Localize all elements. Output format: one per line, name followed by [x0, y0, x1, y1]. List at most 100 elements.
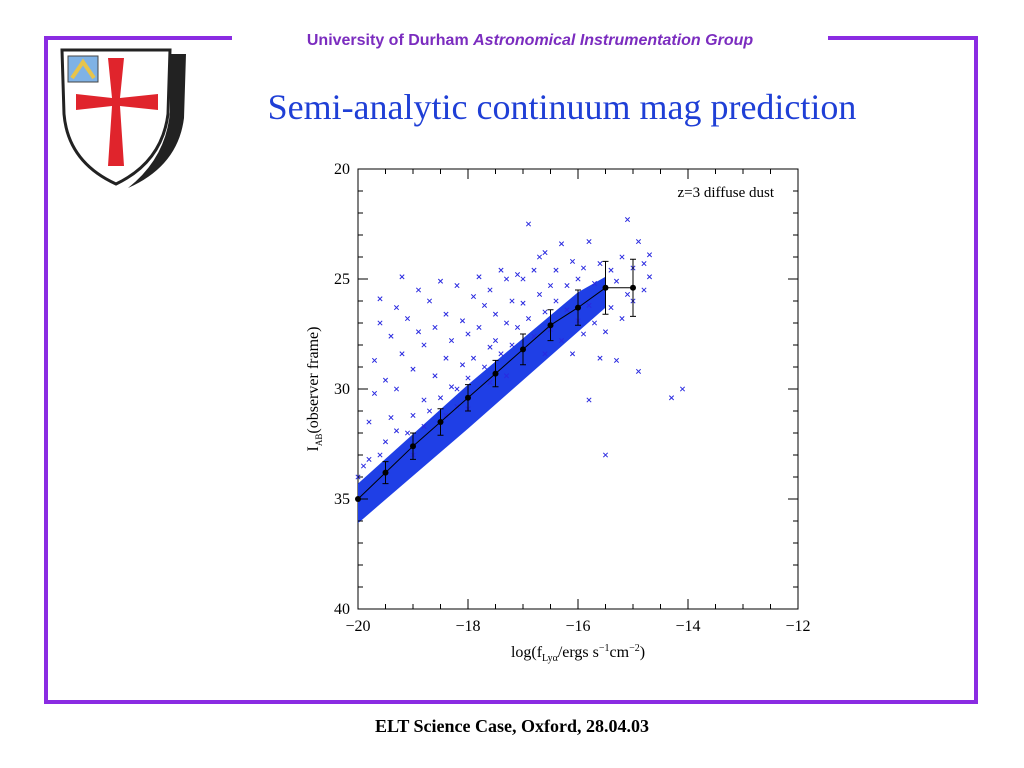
scatter-point: [575, 276, 581, 282]
header-affiliation: University of Durham Astronomical Instru…: [232, 32, 828, 50]
scatter-point: [602, 329, 609, 335]
scatter-point: [525, 316, 532, 322]
scatter-point: [509, 342, 515, 348]
scatter-point: [437, 278, 444, 284]
y-tick-label: 35: [334, 491, 350, 508]
scatter-point: [481, 302, 488, 308]
scatter-point: [514, 324, 521, 330]
y-tick-label: 40: [334, 601, 350, 618]
scatter-point: [421, 423, 427, 429]
plot-area: [357, 168, 799, 610]
scatter-point: [679, 386, 686, 392]
scatter-point: [388, 415, 394, 421]
scatter-point: [371, 357, 378, 363]
scatter-point: [470, 355, 477, 361]
scatter-point: [454, 283, 460, 289]
scatter-point: [443, 412, 449, 418]
scatter-point: [393, 428, 400, 434]
x-label-sup1: −1: [599, 643, 610, 654]
scatter-point: [646, 252, 653, 258]
scatter-point: [635, 368, 642, 374]
mean-point: [520, 346, 526, 353]
binned-means: [355, 258, 636, 502]
header-group: Astronomical Instrumentation Group: [473, 32, 754, 49]
scatter-point: [564, 283, 570, 289]
scatter-point: [635, 239, 642, 245]
scatter-point: [371, 390, 378, 396]
x-label-cm: cm: [610, 644, 630, 661]
scatter-point: [492, 338, 499, 344]
scatter-point: [503, 276, 510, 282]
scatter-point: [377, 296, 383, 302]
header-gap: [232, 30, 828, 46]
scatter-point: [448, 384, 455, 390]
density-band: [358, 276, 606, 524]
scatter-point: [525, 221, 532, 227]
x-tick-label: −12: [785, 618, 810, 635]
y-label-rest: (observer frame): [305, 327, 322, 434]
scatter-point: [476, 324, 482, 330]
mean-point: [410, 443, 416, 450]
scatter-point: [608, 267, 614, 273]
scatter-point: [536, 291, 543, 297]
scatter-point: [597, 355, 603, 361]
mean-point: [437, 419, 444, 425]
scatter-point: [619, 254, 625, 260]
scatter-point: [415, 329, 422, 335]
scatter-point: [388, 333, 394, 339]
scatter-point: [432, 324, 438, 330]
scatter-point: [569, 258, 576, 264]
scatter-point: [586, 302, 592, 308]
x-tick-label: −16: [565, 618, 590, 635]
scatter-point: [542, 351, 548, 357]
mean-point: [630, 284, 636, 291]
scatter-point: [481, 364, 488, 370]
scatter-point: [382, 439, 389, 445]
x-label-end: ): [640, 644, 645, 661]
x-tick-label: −14: [675, 618, 700, 635]
y-axis-label: IAB(observer frame): [305, 327, 324, 452]
scatter-point: [553, 267, 559, 273]
scatter-point: [393, 386, 400, 392]
scatter-point: [470, 294, 477, 300]
scatter-point: [580, 265, 587, 271]
slide-footer: ELT Science Case, Oxford, 28.04.03: [374, 716, 649, 736]
scatter-point: [399, 274, 405, 280]
scatter-point: [569, 351, 576, 357]
scatter-point: [608, 305, 614, 311]
scatter-point: [509, 298, 515, 304]
x-label-sub: Lyα: [542, 653, 559, 664]
scatter-point: [503, 373, 510, 379]
scatter-point: [580, 331, 587, 337]
scatter-chart: −20 −18 −16 −14 −12 20 25 30 35 40 z=3 diffuse du…: [305, 161, 811, 664]
scatter-point: [564, 307, 570, 313]
scatter-point: [558, 338, 565, 344]
scatter-point: [366, 419, 372, 425]
scatter-point: [586, 397, 592, 403]
x-label-sup2: −2: [629, 643, 640, 654]
scatter-point: [454, 386, 460, 392]
y-label-main: I: [305, 446, 322, 451]
scatter-point: [602, 452, 609, 458]
scatter-point: [404, 430, 411, 436]
y-label-sub: AB: [314, 434, 324, 447]
scatter-point: [437, 395, 444, 401]
scatter-point: [586, 239, 592, 245]
scatter-point: [487, 379, 493, 385]
scatter-point: [542, 309, 548, 315]
scatter-point: [547, 283, 554, 289]
scatter-point: [619, 316, 625, 322]
y-tick-label: 30: [334, 381, 350, 398]
scatter-point: [443, 355, 449, 361]
scatter-point: [641, 261, 647, 267]
scatter-point: [459, 362, 466, 368]
scatter-point: [432, 373, 438, 379]
y-tick-label: 25: [334, 271, 350, 288]
scatter-point: [465, 375, 471, 381]
scatter-point: [443, 311, 449, 317]
slide-title: Semi-analytic continuum mag prediction: [267, 87, 857, 127]
x-axis-label: log(fLyα/ergs s−1cm−2): [511, 643, 645, 664]
scatter-point: [613, 278, 620, 284]
scatter-point: [498, 267, 504, 273]
scatter-point: [536, 254, 543, 260]
